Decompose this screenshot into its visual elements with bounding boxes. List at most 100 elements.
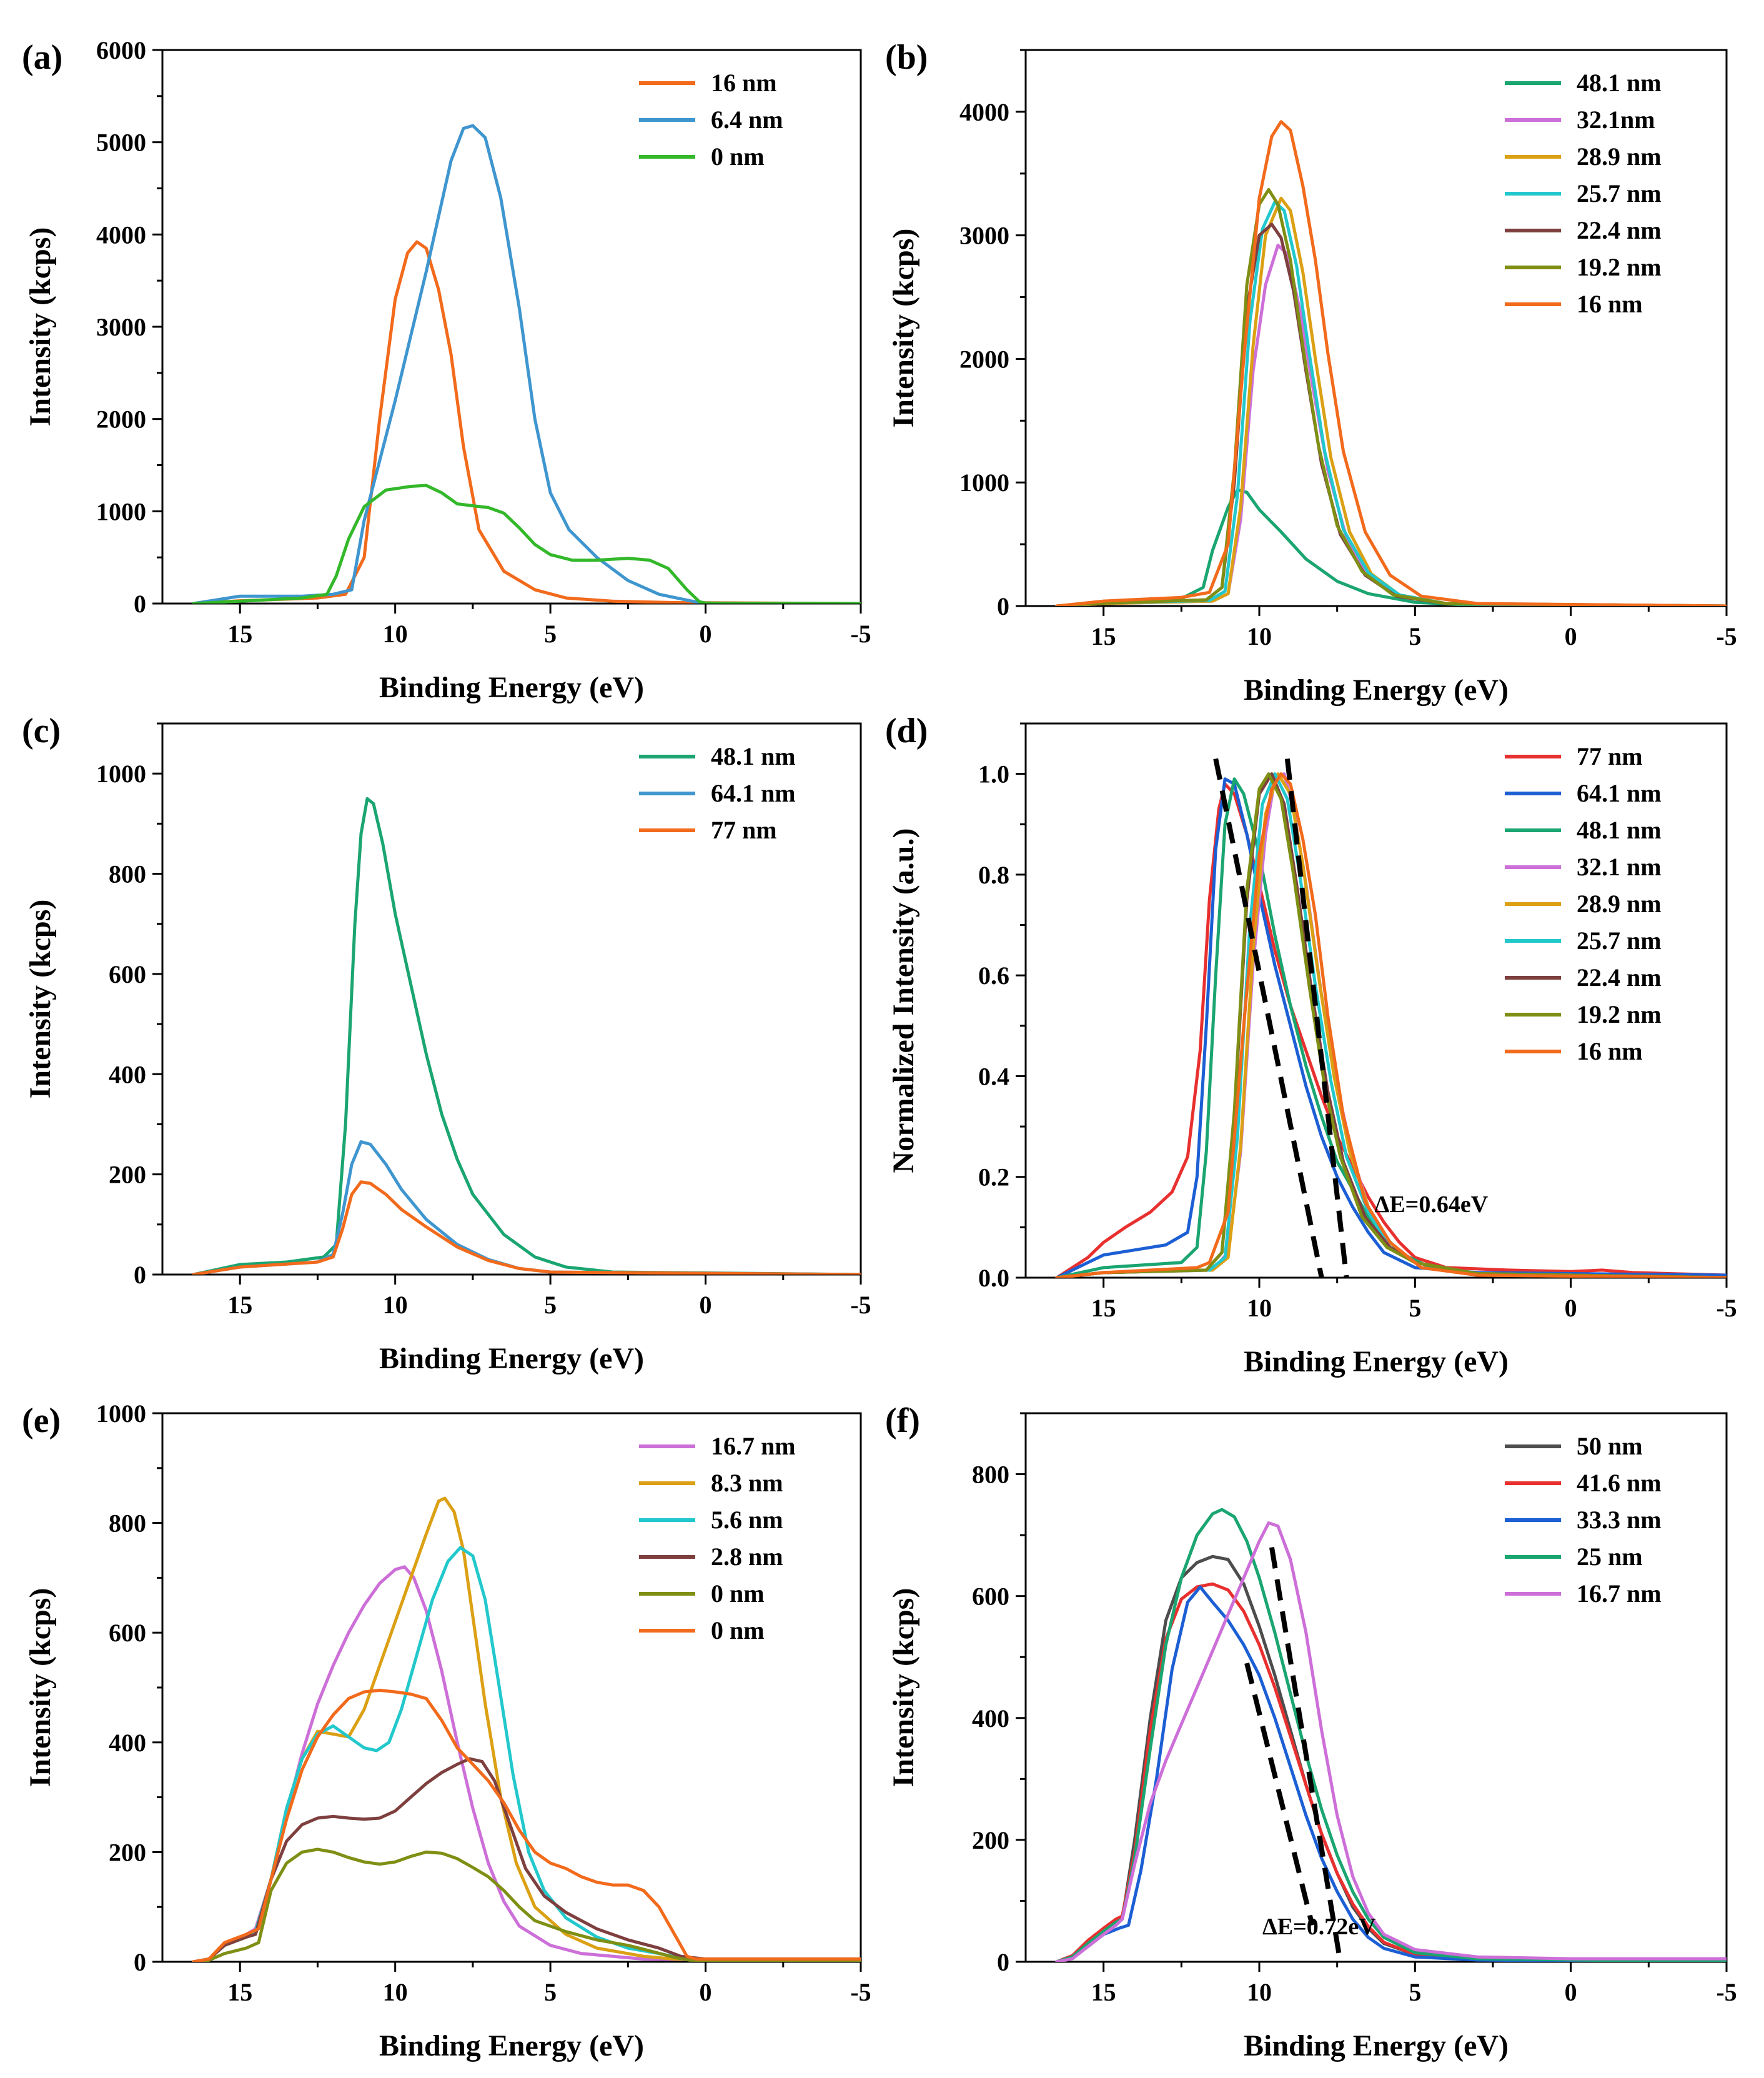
panel-d: 15 10 5 0 -5 0.0 0.2 0.4 0.6 0.8 1.0 Binding Energy… [885,712,1737,1378]
x-tick-label: 10 [383,1291,408,1319]
x-tick-label: 0 [1565,1978,1577,2006]
legend-entry: 28.9 nm [1577,142,1662,171]
y-axis-title: Intensity (kcps) [24,227,57,427]
y-tick-label: 0.2 [978,1163,1009,1191]
legend-entry: 16.7 nm [711,1432,796,1460]
y-tick-label: 0 [134,1948,146,1976]
legend-entry: 32.1nm [1577,106,1655,134]
x-tick-label: 0 [700,1978,712,2006]
y-tick-label: 6000 [96,36,146,64]
y-tick-label: 600 [109,960,146,988]
legend: 50 nm 41.6 nm 33.3 nm 25 nm 16.7 nm [1505,1432,1662,1608]
series-line-6.4-nm [192,124,861,604]
guide-line [1244,1663,1315,1926]
x-axis-title: Binding Energy (eV) [1244,674,1509,707]
x-tick-label: 15 [1091,1294,1116,1322]
y-axis-title: Intensity (kcps) [24,1588,57,1787]
y-tick-label: 0 [134,590,146,618]
series-line-19.2-nm [1055,188,1727,606]
x-tick-label: 10 [383,620,408,648]
legend-entry: 16 nm [1577,1037,1643,1065]
x-tick-label: 15 [1091,1978,1116,2006]
legend-entry: 64.1 nm [711,779,796,807]
series-line-22.4-nm [1055,222,1727,606]
legend-entry: 19.2 nm [1577,253,1662,281]
plot-frame [1024,1412,1728,1963]
panel-label: (f) [885,1401,920,1440]
series-line-16.7-nm [1055,1521,1727,1962]
y-tick-label: 600 [972,1583,1009,1611]
y-tick-label: 3000 [96,313,146,341]
x-tick-label: -5 [1716,1978,1737,2006]
y-tick-label: 5000 [96,129,146,157]
y-tick-label: 400 [109,1060,146,1088]
y-tick-label: 800 [972,1461,1009,1489]
x-tick-label: 5 [1409,1978,1421,2006]
y-tick-label: 2000 [96,405,146,434]
annotation: ΔE=0.72eV [1262,1914,1376,1940]
x-tick-label: 15 [227,1291,252,1319]
legend-entry: 16.7 nm [1577,1579,1662,1608]
x-tick-label: 15 [1091,622,1116,650]
y-tick-label: 0 [134,1261,146,1289]
panel-label: (a) [22,38,62,77]
x-tick-label: 10 [1247,1294,1272,1322]
x-tick-label: 5 [1409,1294,1421,1322]
y-tick-label: 200 [972,1826,1009,1854]
legend-entry: 19.2 nm [1577,1000,1662,1028]
y-tick-label: 0 [997,592,1009,620]
legend-entry: 32.1 nm [1577,853,1662,881]
y-tick-label: 1.0 [978,760,1009,788]
series-line-25-nm [1055,1508,1727,1962]
legend-entry: 8.3 nm [711,1469,783,1497]
plot-area [192,124,861,604]
legend: 48.1 nm 32.1nm 28.9 nm 25.7 nm 22.4 nm 19.2 n… [1505,69,1662,318]
y-tick-label: 1000 [96,1399,146,1428]
series-line-50-nm [1055,1554,1727,1962]
x-tick-label: 15 [227,620,252,648]
legend-entry: 0 nm [711,1616,765,1644]
y-tick-label: 1000 [96,497,146,525]
y-tick-label: 4000 [959,98,1009,126]
series-line-48.1-nm [192,797,861,1275]
legend-entry: 41.6 nm [1577,1469,1662,1497]
x-tick-label: 0 [1565,1294,1577,1322]
guide-line [1284,758,1349,1278]
series-line-5.6-nm [192,1546,861,1962]
x-tick-label: 0 [1565,622,1577,650]
y-tick-label: 0.4 [978,1062,1009,1090]
y-axis-title: Normalized Intensity (a.u.) [887,828,920,1173]
legend-entry: 5.6 nm [711,1506,783,1534]
guide-line [1269,1546,1343,1962]
x-tick-label: -5 [850,620,871,648]
x-axis-title: Binding Energy (eV) [1244,2029,1509,2062]
panel-label: (d) [885,712,928,750]
x-tick-label: 10 [1247,1978,1272,2006]
legend-entry: 25 nm [1577,1543,1643,1571]
panel-e: 15 10 5 0 -5 0 200 400 600 800 1000 Binding Energy … [22,1399,871,2062]
legend-entry: 64.1 nm [1577,779,1662,807]
annotation: ΔE=0.64eV [1375,1191,1489,1218]
x-tick-label: 5 [1409,622,1421,650]
plot-area [1055,758,1727,1278]
legend-entry: 16 nm [711,69,777,97]
legend-entry: 22.4 nm [1577,963,1662,992]
series-line-0-nm [192,484,861,604]
legend: 48.1 nm 64.1 nm 77 nm [639,742,796,844]
x-axis-title: Binding Energy (eV) [379,671,644,704]
series-line-16-nm [1055,120,1727,606]
legend: 16 nm 6.4 nm 0 nm [639,69,783,171]
x-axis-title: Binding Energy (eV) [379,2029,644,2062]
x-axis-title: Binding Energy (eV) [379,1342,644,1375]
y-tick-label: 0.6 [978,962,1009,990]
panel-b: 15 10 5 0 -5 0 1000 2000 3000 4000 Binding Energy … [885,38,1737,707]
series-line-64.1-nm [192,1140,861,1275]
y-tick-label: 200 [109,1838,146,1866]
x-tick-label: 5 [544,620,557,648]
series-line-16-nm [1055,772,1727,1278]
series-line-0-nm [192,1847,861,1962]
x-tick-label: 10 [383,1978,408,2006]
series-line-19.2-nm [1055,772,1727,1278]
y-tick-label: 3000 [959,222,1009,250]
